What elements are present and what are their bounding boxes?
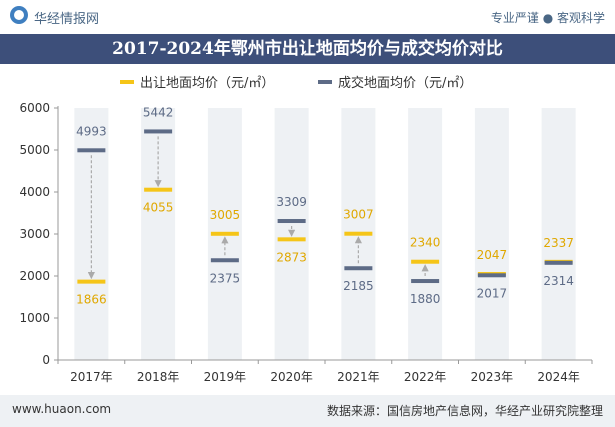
series-1-value-label: 4055 — [143, 201, 174, 215]
y-tick-label: 0 — [42, 353, 50, 367]
x-tick-label: 2017年 — [70, 370, 113, 384]
column-background — [474, 108, 509, 360]
y-tick-label: 3000 — [19, 227, 50, 241]
series-2-mark — [477, 273, 506, 278]
series-1-value-label: 2873 — [276, 250, 307, 264]
column-background — [541, 108, 576, 360]
top-bar: 华经情报网 专业严谨 ● 客观科学 — [0, 0, 615, 34]
column-background — [141, 108, 176, 360]
series-1-value-label: 2340 — [410, 236, 441, 250]
series-2-value-label: 2185 — [343, 279, 374, 293]
series-1-value-label: 3005 — [210, 208, 241, 222]
series-1-value-label: 3007 — [343, 208, 374, 222]
series-1-mark — [210, 231, 239, 236]
footer-source: 数据来源：国信房地产信息网，华经产业研究院整理 — [326, 404, 603, 418]
series-2-mark — [277, 219, 306, 224]
series-1-mark — [277, 237, 306, 242]
logo-icon — [10, 6, 28, 24]
y-tick-label: 5000 — [19, 143, 50, 157]
series-1-mark — [411, 259, 440, 264]
footer-site[interactable]: www.huaon.com — [12, 402, 112, 416]
series-1-value-label: 2047 — [477, 248, 508, 262]
chart: 出让地面均价（元/㎡） 成交地面均价（元/㎡） 0 1000 2000 3000 4000 5… — [19, 75, 593, 384]
x-tick-label: 2022年 — [404, 370, 447, 384]
y-tick-label: 4000 — [19, 185, 50, 199]
series-2-value-label: 2017 — [477, 286, 508, 300]
x-tick-label: 2021年 — [337, 370, 380, 384]
legend-label-2: 成交地面均价（元/㎡） — [338, 75, 472, 91]
x-tick-label: 2019年 — [204, 370, 247, 384]
series-2-mark — [210, 258, 239, 263]
series-2-value-label: 3309 — [276, 195, 307, 209]
y-tick-label: 2000 — [19, 269, 50, 283]
x-tick-label: 2018年 — [137, 370, 180, 384]
tagline: 专业严谨 ● 客观科学 — [490, 11, 605, 25]
series-2-mark — [411, 279, 440, 284]
y-tick-label: 6000 — [19, 101, 50, 115]
legend-label-1: 出让地面均价（元/㎡） — [140, 76, 274, 91]
series-2-mark — [344, 266, 373, 271]
series-1-value-label: 1866 — [76, 293, 107, 307]
x-tick-label: 2024年 — [537, 370, 580, 384]
series-2-mark — [144, 129, 173, 134]
chart-title: 2017-2024年鄂州市出让地面均价与成交均价对比 — [0, 34, 615, 64]
series-2-value-label: 1880 — [410, 292, 441, 306]
series-2-value-label: 4993 — [76, 124, 107, 138]
x-tick-label: 2020年 — [270, 370, 313, 384]
y-tick-label: 1000 — [19, 311, 50, 325]
column-background — [74, 108, 109, 360]
series-2-value-label: 5442 — [143, 105, 174, 119]
series-2-mark — [544, 260, 573, 265]
series-2-value-label: 2314 — [543, 274, 574, 288]
column-background — [408, 108, 443, 360]
column-background — [274, 108, 309, 360]
series-2-value-label: 2375 — [210, 271, 241, 285]
series-2-mark — [77, 148, 106, 153]
footer-bar: www.huaon.com 数据来源：国信房地产信息网，华经产业研究院整理 — [0, 395, 615, 427]
series-1-value-label: 2337 — [543, 236, 574, 250]
logo-text: 华经情报网 — [34, 12, 100, 27]
series-1-mark — [77, 279, 106, 284]
series-1-mark — [144, 187, 173, 192]
x-tick-label: 2023年 — [471, 370, 514, 384]
series-1-mark — [344, 231, 373, 236]
